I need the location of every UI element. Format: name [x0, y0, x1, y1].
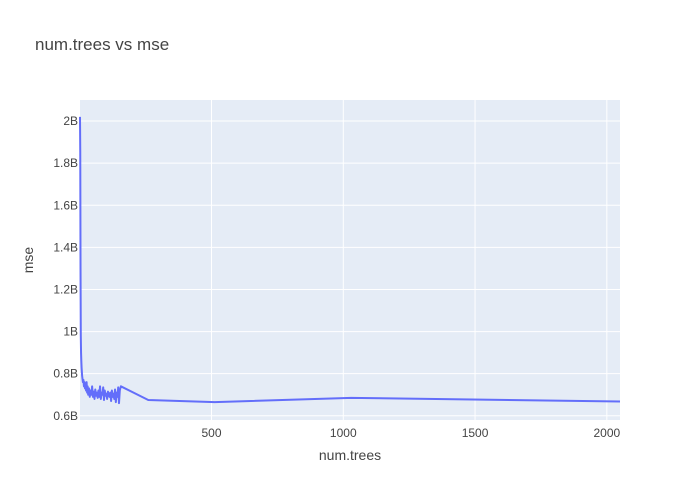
y-tick-label: 1.6B [53, 198, 78, 212]
y-tick-label: 0.6B [53, 409, 78, 423]
y-tick-label: 2B [63, 114, 78, 128]
y-tick-label: 0.8B [53, 367, 78, 381]
x-axis-title: num.trees [319, 447, 381, 463]
y-tick-label: 1.2B [53, 282, 78, 296]
x-tick-label: 1000 [330, 426, 357, 440]
y-axis-title: mse [20, 247, 36, 274]
x-tick-label: 2000 [593, 426, 620, 440]
y-tick-label: 1.4B [53, 240, 78, 254]
x-tick-label: 1500 [462, 426, 489, 440]
x-tick-label: 500 [201, 426, 221, 440]
y-axis-ticks: 0.6B 0.8B 1B 1.2B 1.4B 1.6B 1.8B 2B [53, 114, 78, 423]
series-group [79, 116, 621, 405]
gridlines [80, 100, 620, 420]
chart-title: num.trees vs mse [35, 35, 169, 54]
x-axis-ticks: 500 1000 1500 2000 [201, 426, 620, 440]
series-line [79, 116, 621, 405]
y-tick-label: 1B [63, 325, 78, 339]
y-tick-label: 1.8B [53, 156, 78, 170]
plot-area [80, 100, 620, 420]
